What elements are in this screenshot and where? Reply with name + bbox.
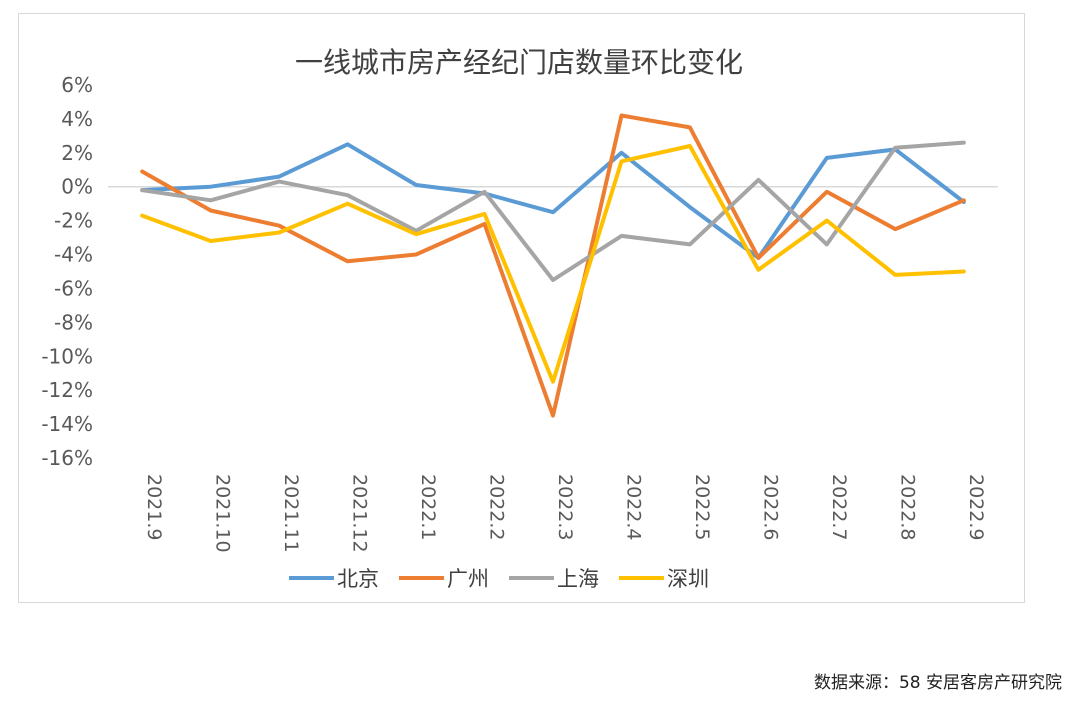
y-tick-label: -8%: [54, 310, 93, 334]
y-tick-label: 2%: [61, 141, 93, 165]
x-tick-label: 2022.1: [417, 474, 439, 540]
x-tick-label: 2022.9: [965, 474, 987, 540]
x-tick-label: 2021.11: [280, 474, 302, 553]
y-tick-label: 6%: [61, 73, 93, 97]
chart-title: 一线城市房产经纪门店数量环比变化: [294, 46, 743, 79]
legend-label: 上海: [557, 567, 599, 591]
series-line-上海: [140, 140, 966, 282]
series-line-广州: [140, 113, 966, 418]
x-tick-label: 2021.10: [212, 474, 234, 553]
series-line-深圳: [140, 144, 966, 384]
y-tick-label: -12%: [41, 378, 93, 402]
x-tick-label: 2022.5: [691, 474, 713, 540]
y-tick-label: -2%: [54, 209, 93, 233]
legend-label: 深圳: [667, 567, 709, 591]
legend: 北京 广州 上海 深圳: [289, 567, 709, 591]
y-tick-label: -16%: [41, 446, 93, 470]
x-tick-label: 2022.6: [759, 474, 781, 540]
x-tick-label: 2022.2: [486, 474, 508, 540]
x-tick-label: 2021.12: [349, 474, 371, 553]
x-tick-label: 2021.9: [143, 474, 165, 540]
legend-label: 北京: [337, 567, 379, 591]
source-note: 数据来源：58 安居客房产研究院: [813, 673, 1062, 693]
y-tick-label: -4%: [54, 243, 93, 267]
y-tick-label: -14%: [41, 412, 93, 436]
y-tick-label: 4%: [61, 107, 93, 131]
y-axis-labels: 6% 4% 2% 0% -2% -4% -6% -8% -10% -12% -14% -16%: [41, 73, 93, 470]
y-tick-label: -6%: [54, 276, 93, 300]
x-tick-label: 2022.8: [896, 474, 918, 540]
series-line-北京: [140, 142, 966, 260]
series-lines: [140, 113, 966, 418]
x-tick-label: 2022.3: [554, 474, 576, 540]
y-tick-label: -10%: [41, 344, 93, 368]
x-axis-labels: 2021.9 2021.10 2021.11 2021.12 2022.1 2022.2 2…: [143, 474, 987, 553]
y-tick-label: 0%: [61, 175, 93, 199]
legend-label: 广州: [447, 567, 489, 591]
x-tick-label: 2022.7: [828, 474, 850, 540]
x-tick-label: 2022.4: [622, 474, 644, 540]
